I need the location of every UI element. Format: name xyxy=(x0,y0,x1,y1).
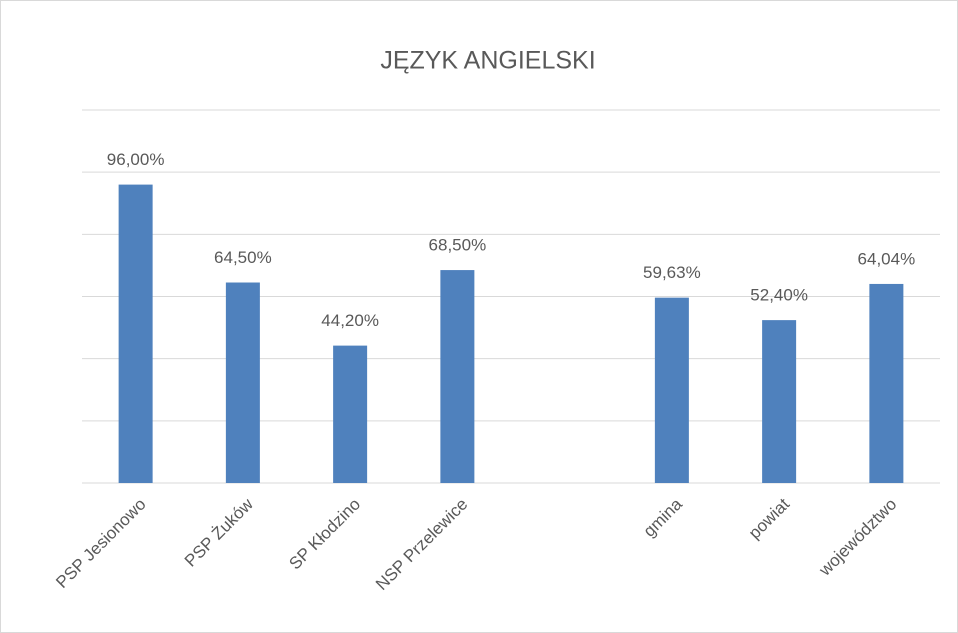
data-label: 52,40% xyxy=(750,286,808,305)
bar xyxy=(118,184,153,483)
chart-title: JĘZYK ANGIELSKI xyxy=(380,47,595,75)
data-label: 64,50% xyxy=(214,248,272,267)
bar xyxy=(762,320,797,483)
data-label: 64,04% xyxy=(858,249,916,268)
bar xyxy=(333,345,368,483)
data-label: 59,63% xyxy=(643,263,701,282)
data-label: 96,00% xyxy=(107,150,165,169)
bar xyxy=(225,282,260,483)
bar xyxy=(440,270,475,483)
bar xyxy=(869,283,904,483)
bar xyxy=(654,297,689,483)
data-label: 68,50% xyxy=(429,236,487,255)
data-label: 44,20% xyxy=(321,311,379,330)
